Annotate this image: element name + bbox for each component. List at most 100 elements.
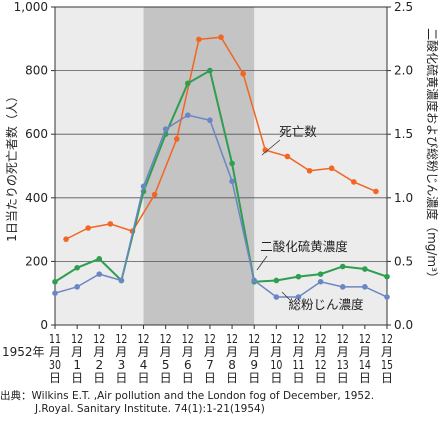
x-tick-label: 4: [140, 358, 148, 372]
fog-period-shading: [143, 7, 255, 325]
x-tick-label: 月: [49, 345, 61, 359]
x-tick-label: 13: [337, 358, 349, 372]
data-point-dust: [295, 294, 302, 300]
data-point-so2: [339, 263, 346, 270]
x-tick-label: 日: [270, 371, 282, 385]
x-tick-label: 12: [248, 332, 260, 346]
data-point-so2: [52, 278, 58, 285]
x-tick-label: 日: [160, 371, 172, 385]
x-tick-label: 日: [359, 371, 371, 385]
data-point-so2: [74, 264, 80, 271]
data-point-dust: [74, 284, 80, 290]
data-point-dust: [339, 284, 346, 290]
series-line-so2: [54, 69, 388, 283]
x-tick-label: 月: [381, 345, 393, 359]
x-tick-label: 12: [315, 358, 327, 372]
x-tick-label: 10: [270, 358, 282, 372]
data-point-dust: [207, 117, 213, 124]
x-tick-label: 15: [381, 358, 393, 372]
data-point-dust: [229, 178, 235, 185]
x-tick-label: 30: [49, 358, 61, 372]
data-point-dust: [140, 183, 147, 190]
x-tick-label: 月: [160, 345, 172, 359]
series-label-deaths: 死亡数: [279, 124, 317, 139]
right-tick-label: 2.5: [394, 0, 413, 14]
data-point-so2: [185, 80, 191, 87]
right-axis-title: 二酸化硫黄濃度および総粉じん濃度（mg/m³）: [425, 28, 438, 284]
x-tick-label: 9: [250, 358, 258, 372]
x-tick-label: 日: [115, 371, 127, 385]
x-tick-label: 12: [292, 332, 304, 346]
data-point-deaths: [218, 34, 224, 41]
x-tick-label: 月: [204, 345, 216, 359]
data-point-deaths: [151, 191, 158, 198]
x-tick-label: 月: [115, 345, 127, 359]
left-tick-label: 1,000: [14, 0, 48, 14]
x-tick-label: 12: [270, 332, 282, 346]
x-tick-label: 12: [337, 332, 349, 346]
data-point-dust: [317, 278, 324, 285]
x-tick-label: 月: [138, 345, 150, 359]
year-label: 1952年: [2, 345, 45, 359]
x-tick-label: 月: [248, 345, 260, 359]
leader-line-so2: [256, 255, 268, 271]
x-tick-label: 日: [182, 371, 194, 385]
x-tick-label: 日: [337, 371, 349, 385]
x-tick-label: 12: [160, 332, 172, 346]
data-point-so2: [295, 273, 302, 280]
data-point-so2: [362, 266, 368, 272]
series-line-dust: [54, 114, 388, 298]
x-tick-label: 12: [93, 332, 105, 346]
data-point-dust: [362, 284, 368, 290]
data-point-dust: [118, 277, 125, 284]
right-tick-label: 2.0: [394, 64, 413, 78]
data-point-deaths: [107, 221, 114, 227]
x-tick-label: 月: [315, 345, 327, 359]
data-point-dust: [162, 126, 169, 132]
left-axis-title: 1日当たりの死亡者数（人）: [4, 90, 19, 242]
x-tick-label: 12: [381, 332, 393, 346]
right-tick-label: 1.0: [394, 191, 413, 205]
x-tick-label: 日: [93, 371, 105, 385]
source-line-1: 出典：Wilkins E.T. ,Air pollution and the L…: [0, 390, 375, 402]
x-tick-label: 12: [226, 332, 238, 346]
x-tick-label: 11: [49, 332, 61, 346]
x-tick-label: 月: [182, 345, 194, 359]
x-tick-label: 12: [115, 332, 127, 346]
data-point-deaths: [306, 167, 313, 174]
x-tick-label: 3: [118, 358, 126, 372]
x-tick-label: 日: [381, 371, 393, 385]
right-tick-label: 1.5: [394, 127, 413, 141]
x-tick-label: 月: [71, 345, 83, 359]
x-tick-label: 月: [226, 345, 238, 359]
data-point-deaths: [373, 188, 379, 195]
source-line-2: J.Royal. Sanitary Institute. 74(1):1-21(…: [35, 403, 265, 415]
left-tick-label: 800: [25, 64, 48, 78]
right-tick-label: 0.0: [394, 318, 413, 332]
data-point-deaths: [63, 236, 69, 242]
series-label-so2: 二酸化硫黄濃度: [260, 239, 348, 254]
x-tick-label: 月: [337, 345, 349, 359]
x-tick-label: 7: [206, 358, 214, 372]
left-tick-label: 200: [25, 254, 48, 268]
data-point-deaths: [351, 179, 357, 185]
data-point-deaths: [240, 70, 246, 77]
x-tick-label: 12: [182, 332, 194, 346]
x-tick-label: 日: [315, 371, 327, 385]
x-tick-label: 6: [184, 358, 192, 372]
right-tick-label: 0.5: [394, 254, 413, 268]
x-tick-label: 1: [73, 358, 81, 372]
data-point-so2: [273, 277, 280, 284]
leader-line-dust: [281, 291, 291, 301]
data-point-deaths: [85, 225, 91, 231]
left-tick-label: 600: [25, 127, 48, 141]
x-tick-label: 日: [138, 371, 150, 385]
x-tick-label: 12: [204, 332, 216, 346]
data-point-so2: [207, 67, 213, 74]
x-tick-label: 日: [49, 371, 61, 385]
x-tick-label: 12: [315, 332, 327, 346]
data-point-so2: [229, 160, 235, 167]
leader-line-deaths: [261, 139, 281, 156]
x-tick-label: 日: [248, 371, 260, 385]
data-point-dust: [251, 277, 257, 284]
